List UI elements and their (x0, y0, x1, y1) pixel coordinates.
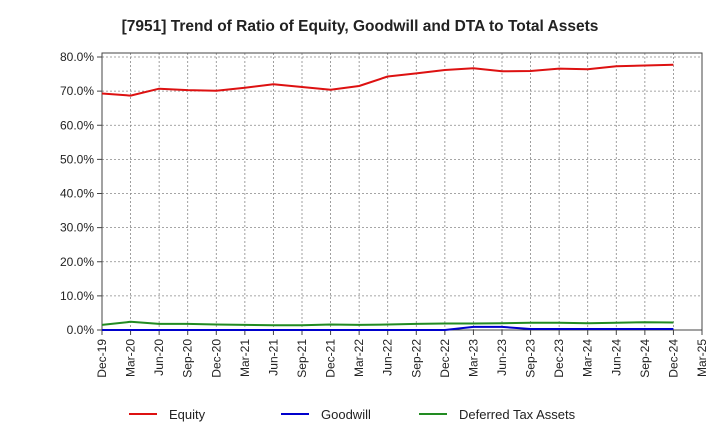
plot-area-frame (101, 52, 703, 331)
y-tick-label: 70.0% (60, 84, 94, 98)
legend-label-goodwill: Goodwill (321, 407, 371, 422)
y-tick-label: 60.0% (60, 118, 94, 132)
x-tick-label: Sep-20 (181, 339, 195, 378)
series-line-goodwill (102, 325, 674, 331)
x-tick-label: Jun-24 (609, 339, 623, 376)
x-tick-label: Mar-24 (581, 339, 595, 377)
x-tick-label: Sep-21 (295, 339, 309, 378)
grid (102, 53, 702, 330)
x-tick-label: Dec-21 (324, 339, 338, 378)
x-tick-label: Dec-20 (209, 339, 223, 378)
x-tick-label: Jun-23 (495, 339, 509, 376)
y-tick-label: 30.0% (60, 221, 94, 235)
legend: Equity Goodwill Deferred Tax Assets (129, 407, 576, 422)
x-tick-label: Dec-19 (95, 339, 109, 378)
x-tick-label: Mar-20 (124, 339, 138, 377)
x-tick-label: Sep-22 (409, 339, 423, 378)
x-tick-label: Dec-22 (438, 339, 452, 378)
chart-title: [7951] Trend of Ratio of Equity, Goodwil… (122, 18, 599, 35)
y-tick-label: 20.0% (60, 255, 94, 269)
y-tick-label: 0.0% (67, 323, 95, 337)
y-tick-label: 80.0% (60, 50, 94, 64)
x-tick-label: Mar-22 (352, 339, 366, 377)
x-tick-label: Jun-21 (266, 339, 280, 376)
x-tick-label: Dec-24 (666, 339, 680, 378)
x-tick-label: Sep-24 (638, 339, 652, 378)
y-tick-label: 40.0% (60, 187, 94, 201)
y-tick-label: 50.0% (60, 152, 94, 166)
series-line-deferred-tax-assets (101, 320, 674, 327)
x-tick-label: Sep-23 (524, 339, 538, 378)
x-tick-label: Jun-20 (152, 339, 166, 376)
x-tick-label: Mar-25 (695, 339, 709, 377)
series-line-equity (101, 63, 674, 97)
x-tick-label: Dec-23 (552, 339, 566, 378)
x-tick-label: Mar-23 (466, 339, 480, 377)
legend-label-deferred-tax-assets: Deferred Tax Assets (459, 407, 576, 422)
y-tick-label: 10.0% (60, 289, 94, 303)
x-tick-label: Mar-21 (238, 339, 252, 377)
x-tick-label: Jun-22 (381, 339, 395, 376)
x-axis: Dec-19 Mar-20 Jun-20 Sep-20 Dec-20 Mar-21 Jun-… (95, 330, 709, 378)
series-layer (101, 63, 674, 331)
y-axis: 0.0% 10.0% 20.0% 30.0% 40.0% 50.0% 60.0% 70.0% 8… (60, 50, 102, 337)
legend-label-equity: Equity (169, 407, 206, 422)
